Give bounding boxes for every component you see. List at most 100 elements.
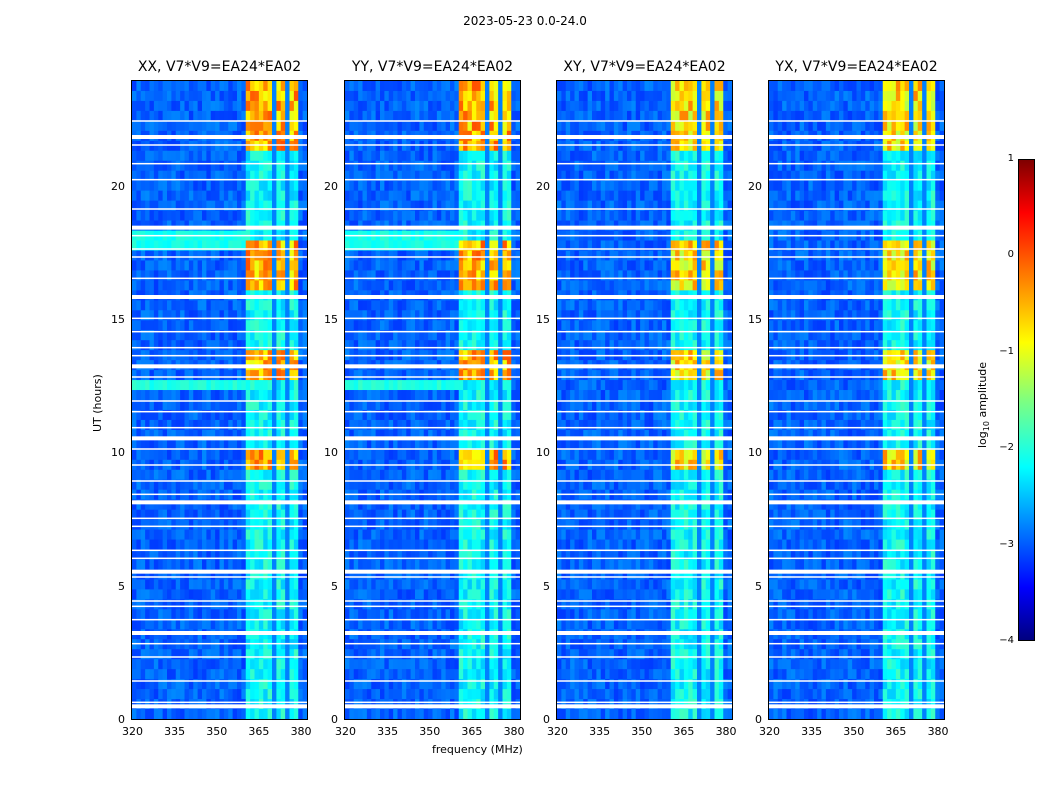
- heatmap-cell: [349, 419, 355, 431]
- heatmap-cell: [393, 469, 398, 481]
- heatmap-cell: [506, 320, 512, 331]
- heatmap-cell: [362, 669, 368, 680]
- flagged-row: [132, 576, 307, 578]
- heatmap-cell: [397, 509, 403, 521]
- heatmap-cell: [245, 300, 251, 311]
- heatmap-cell: [515, 419, 520, 431]
- heatmap-cell: [228, 549, 234, 560]
- flagged-row: [132, 436, 307, 441]
- heatmap-cell: [237, 539, 242, 550]
- heatmap-cell: [215, 120, 220, 132]
- heatmap-cell: [458, 390, 464, 401]
- heatmap-cell: [175, 479, 181, 491]
- heatmap-cell: [302, 539, 307, 550]
- heatmap-cell: [401, 569, 407, 580]
- heatmap-cell: [202, 170, 207, 182]
- heatmap-cell: [415, 280, 420, 291]
- heatmap-cell: [401, 210, 407, 221]
- heatmap-cell: [511, 380, 517, 391]
- heatmap-cell: [345, 479, 350, 491]
- heatmap-cell: [258, 330, 264, 341]
- heatmap-cell: [245, 170, 251, 182]
- heatmap-cell: [175, 380, 181, 391]
- heatmap-cell: [241, 320, 247, 331]
- heatmap-cell: [498, 579, 503, 590]
- heatmap-cell: [285, 639, 290, 650]
- heatmap-cell: [175, 370, 181, 381]
- heatmap-cell: [454, 429, 460, 441]
- heatmap-cell: [302, 330, 307, 341]
- heatmap-cell: [158, 110, 164, 122]
- heatmap-cell: [293, 449, 299, 461]
- heatmap-cell: [419, 90, 425, 102]
- heatmap-cell: [267, 429, 273, 441]
- heatmap-cell: [349, 619, 355, 630]
- heatmap-cell: [188, 340, 194, 351]
- heatmap-cell: [423, 100, 429, 112]
- heatmap-cell: [345, 200, 350, 211]
- heatmap-cell: [232, 419, 238, 431]
- heatmap-cell: [193, 709, 199, 719]
- heatmap-cell: [145, 509, 150, 521]
- heatmap-cell: [158, 81, 164, 92]
- heatmap-cell: [298, 170, 304, 182]
- heatmap-cell: [454, 479, 460, 491]
- heatmap-cell: [285, 709, 290, 719]
- heatmap-cell: [471, 320, 477, 331]
- heatmap-cell: [149, 270, 155, 281]
- heatmap-cell: [237, 160, 242, 172]
- heatmap-cell: [371, 589, 377, 600]
- heatmap-cell: [489, 340, 495, 351]
- heatmap-cell: [228, 210, 234, 221]
- heatmap-cell: [272, 449, 277, 461]
- heatmap-cell: [184, 400, 190, 411]
- heatmap-cell: [298, 479, 304, 491]
- heatmap-cell: [476, 320, 482, 331]
- heatmap-cell: [276, 170, 282, 182]
- heatmap-cell: [498, 110, 503, 122]
- heatmap-cell: [371, 370, 377, 381]
- heatmap-cell: [158, 270, 164, 281]
- heatmap-cell: [410, 449, 416, 461]
- heatmap-cell: [506, 100, 512, 112]
- heatmap-cell: [293, 419, 299, 431]
- heatmap-cell: [345, 320, 350, 331]
- heatmap-cell: [454, 380, 460, 391]
- heatmap-cell: [197, 449, 203, 461]
- heatmap-cell: [489, 639, 495, 650]
- heatmap-cell: [506, 479, 512, 491]
- heatmap-cell: [380, 160, 385, 172]
- heatmap-cell: [467, 400, 473, 411]
- heatmap-cell: [167, 419, 172, 431]
- heatmap-cell: [149, 419, 155, 431]
- heatmap-cell: [406, 479, 412, 491]
- heatmap-cell: [445, 310, 451, 321]
- heatmap-cell: [401, 449, 407, 461]
- heatmap-cell: [393, 380, 398, 391]
- heatmap-cell: [515, 439, 520, 451]
- heatmap-cell: [380, 439, 385, 451]
- heatmap-cell: [293, 200, 299, 211]
- heatmap-cell: [206, 340, 212, 351]
- heatmap-cell: [366, 370, 372, 381]
- heatmap-cell: [132, 180, 137, 192]
- heatmap-cell: [289, 419, 295, 431]
- heatmap-cell: [384, 270, 390, 281]
- heatmap-cell: [467, 90, 473, 102]
- heatmap-cell: [210, 509, 216, 521]
- heatmap-cell: [153, 150, 159, 162]
- heatmap-cell: [454, 190, 460, 202]
- heatmap-cell: [258, 469, 264, 481]
- heatmap-cell: [485, 619, 490, 630]
- heatmap-cell: [263, 669, 269, 680]
- heatmap-cell: [493, 619, 499, 630]
- heatmap-cell: [215, 110, 220, 122]
- heatmap-cell: [145, 619, 150, 630]
- heatmap-cell: [285, 390, 290, 401]
- heatmap-cell: [506, 579, 512, 590]
- heatmap-cell: [140, 200, 146, 211]
- heatmap-cell: [232, 599, 238, 610]
- heatmap-cell: [428, 519, 433, 530]
- heatmap-cell: [245, 320, 251, 331]
- heatmap-cell: [171, 400, 177, 411]
